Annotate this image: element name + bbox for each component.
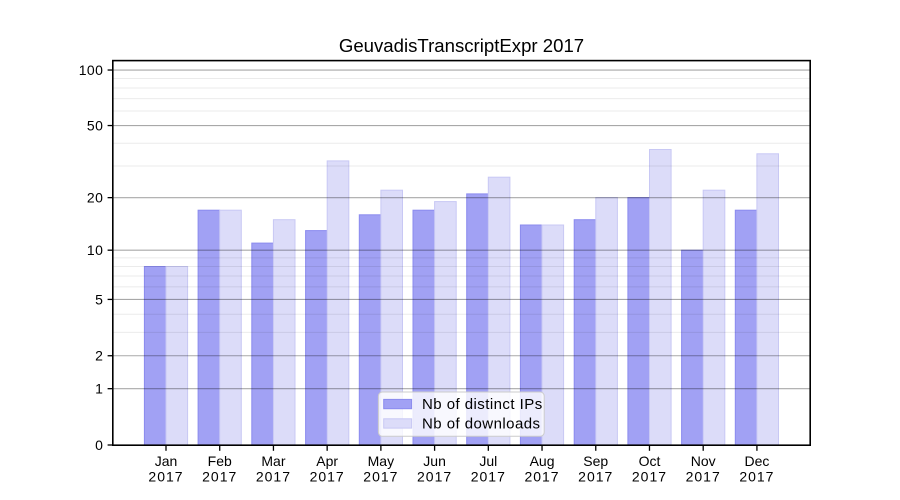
svg-text:Nb of downloads: Nb of downloads [422, 415, 541, 432]
svg-text:2017: 2017 [632, 468, 667, 484]
svg-text:2017: 2017 [578, 468, 613, 484]
svg-text:2017: 2017 [739, 468, 774, 484]
svg-text:2017: 2017 [686, 468, 721, 484]
svg-text:May: May [368, 453, 394, 469]
svg-text:50: 50 [87, 118, 103, 134]
svg-text:100: 100 [79, 62, 104, 78]
svg-text:2017: 2017 [148, 468, 183, 484]
svg-text:2017: 2017 [363, 468, 398, 484]
svg-text:Apr: Apr [316, 453, 338, 469]
svg-text:1: 1 [95, 381, 103, 397]
svg-text:5: 5 [95, 291, 103, 307]
svg-text:2: 2 [95, 348, 103, 364]
svg-text:Sep: Sep [583, 453, 608, 469]
svg-text:10: 10 [87, 242, 103, 258]
svg-text:Aug: Aug [530, 453, 555, 469]
svg-text:0: 0 [95, 437, 103, 453]
svg-text:Feb: Feb [208, 453, 232, 469]
svg-text:Nb of distinct IPs: Nb of distinct IPs [422, 396, 543, 413]
svg-text:2017: 2017 [202, 468, 237, 484]
svg-text:Nov: Nov [691, 453, 716, 469]
svg-text:Mar: Mar [261, 453, 285, 469]
svg-text:2017: 2017 [310, 468, 345, 484]
svg-text:2017: 2017 [524, 468, 559, 484]
svg-text:Jun: Jun [423, 453, 446, 469]
svg-text:2017: 2017 [417, 468, 452, 484]
svg-text:Oct: Oct [639, 453, 661, 469]
svg-text:20: 20 [87, 190, 103, 206]
svg-text:Jul: Jul [479, 453, 497, 469]
svg-text:2017: 2017 [471, 468, 506, 484]
svg-text:Jan: Jan [155, 453, 178, 469]
svg-text:2017: 2017 [256, 468, 291, 484]
svg-text:GeuvadisTranscriptExpr 2017: GeuvadisTranscriptExpr 2017 [339, 35, 584, 56]
svg-text:Dec: Dec [744, 453, 769, 469]
